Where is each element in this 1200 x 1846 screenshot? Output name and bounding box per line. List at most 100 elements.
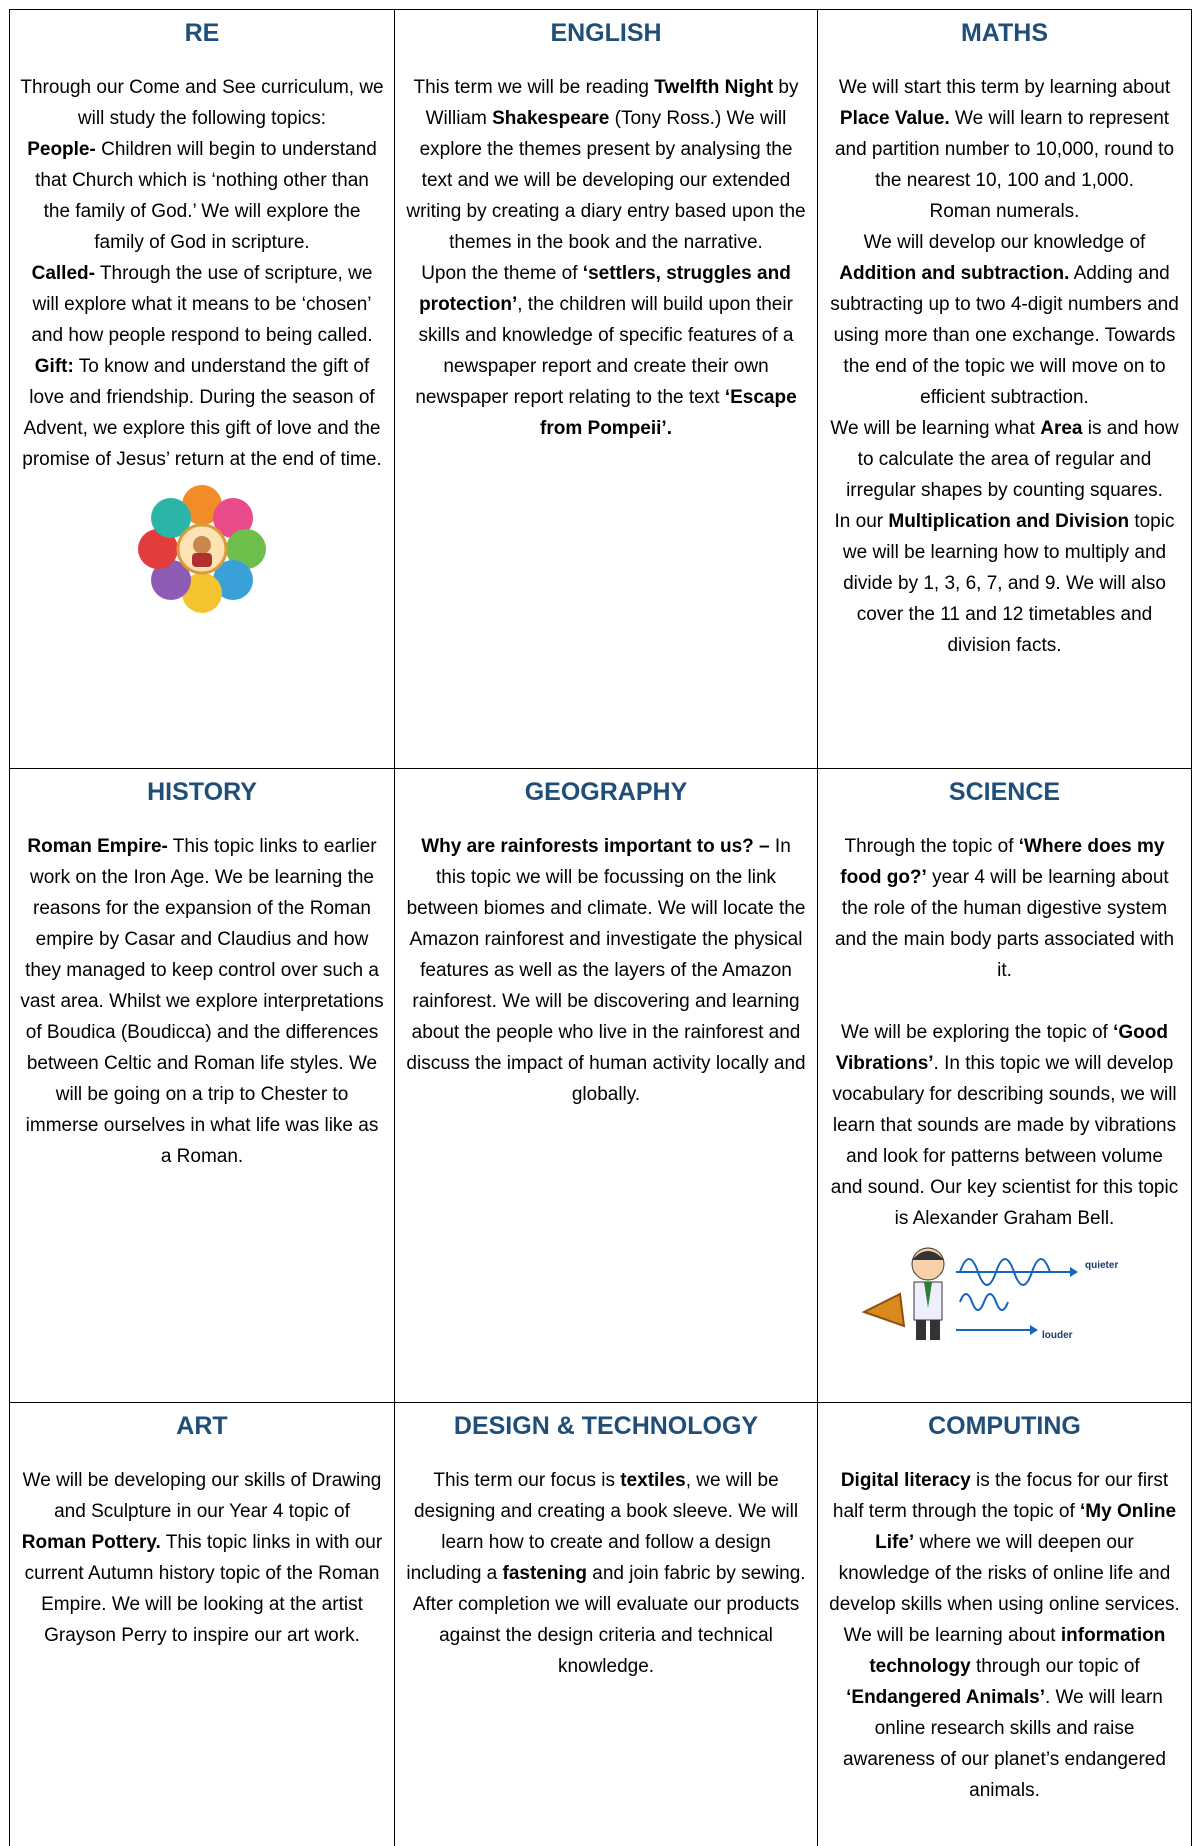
image-label: louder [1042, 1330, 1073, 1341]
text: Through the use of scripture, we will ex… [31, 263, 373, 346]
paragraph: Through the topic of ‘Where does my food… [828, 831, 1181, 986]
paragraph: Roman numerals. [828, 196, 1181, 227]
subject-title: RE [184, 19, 220, 47]
text: by William [425, 77, 799, 129]
flower [138, 485, 266, 613]
grid-row: ART We will be developing our skills of D… [9, 1402, 1192, 1846]
image-label: quieter [1085, 1260, 1118, 1271]
text: Children will begin to understand that C… [35, 139, 377, 253]
text: We will be learning about [843, 1625, 1061, 1646]
bold-text: Called- [31, 263, 95, 284]
paragraph: Digital literacy is the focus for our fi… [828, 1465, 1181, 1620]
text: topic we will be learning how to multipl… [842, 511, 1175, 656]
text: is the focus for our first half term thr… [832, 1470, 1169, 1522]
bold-text: Addition and subtraction. [839, 263, 1070, 284]
science-image: quieter louder [860, 1247, 1118, 1341]
text: Adding and subtracting up to two 4-digit… [830, 263, 1179, 408]
bold-text: fastening [502, 1563, 587, 1584]
subject-title: HISTORY [147, 778, 257, 806]
paragraph: We will start this term by learning abou… [828, 72, 1181, 196]
quiet-wave [958, 1258, 1051, 1286]
text: We will start this term by learning abou… [838, 77, 1171, 98]
bold-text: textiles [620, 1470, 686, 1491]
text: We will develop our knowledge of [863, 232, 1146, 253]
paragraph: Why are rainforests important to us? – I… [405, 831, 807, 1110]
subject-cell: HISTORY Roman Empire- This topic links to… [9, 769, 394, 1402]
bold-text: ‘Where does my food go?’ [840, 836, 1165, 888]
bold-text: ‘Good Vibrations’ [835, 1022, 1168, 1074]
bold-text: Digital literacy [840, 1470, 971, 1491]
bold-text: Multiplication and Division [888, 511, 1130, 532]
paragraph: This term our focus is textiles, we will… [405, 1465, 807, 1682]
subject-cell: ENGLISH This term we will be reading Twel… [394, 10, 817, 768]
text: year 4 will be learning about the role o… [834, 867, 1175, 981]
text: . In this topic we will develop vocabula… [830, 1053, 1179, 1229]
bold-text: ‘Endangered Animals’ [846, 1687, 1045, 1708]
subject-title: ART [176, 1412, 228, 1440]
text: , we will be designing and creating a bo… [406, 1470, 799, 1584]
bold-text: Why are rainforests important to us? – [421, 836, 770, 857]
paragraph: We will develop our knowledge of Additio… [828, 227, 1181, 413]
text: To know and understand the gift of love … [22, 356, 382, 470]
text: Roman numerals. [929, 201, 1080, 222]
text: This term we will be reading [413, 77, 655, 98]
subject-cell: COMPUTING Digital literacy is the focus f… [817, 1403, 1192, 1846]
paragraph: Upon the theme of ‘settlers, struggles a… [405, 258, 807, 444]
bold-text: Shakespeare [492, 108, 610, 129]
paragraph: Roman Empire- This topic links to earlie… [20, 831, 384, 1172]
paragraph: This term we will be reading Twelfth Nig… [405, 72, 807, 258]
text: Upon the theme of [421, 263, 583, 284]
bold-text: People- [27, 139, 96, 160]
text: is and how to calculate the area of regu… [846, 418, 1179, 501]
bold-text: ‘settlers, struggles and protection’ [419, 263, 791, 315]
text: Through our Come and See curriculum, we … [20, 77, 384, 129]
loud-wave [958, 1293, 1009, 1311]
text: where we will deepen our knowledge of th… [829, 1532, 1180, 1615]
bold-text: Place Value. [839, 108, 950, 129]
paragraph: Gift: To know and understand the gift of… [20, 351, 384, 475]
subject-title: MATHS [960, 19, 1049, 47]
text: and join fabric by sewing. After complet… [412, 1563, 806, 1677]
text: (Tony Ross.) We will explore the themes … [406, 108, 806, 253]
paragraph: Called- Through the use of scripture, we… [20, 258, 384, 351]
bold-text: Roman Empire- [27, 836, 168, 857]
subject-cell: SCIENCE Through the topic of ‘Where does … [817, 769, 1192, 1402]
bold-text: information technology [869, 1625, 1166, 1677]
paragraph: We will be developing our skills of Draw… [20, 1465, 384, 1651]
curriculum-grid: RE Through our Come and See curriculum, w… [9, 9, 1192, 1846]
subject-title: COMPUTING [928, 1412, 1081, 1440]
subject-cell: MATHS We will start this term by learning… [817, 10, 1192, 768]
bold-text: Roman Pottery. [21, 1532, 161, 1553]
text: This topic links to earlier work on the … [20, 836, 384, 1167]
text: We will be learning what [830, 418, 1041, 439]
text: This term our focus is [433, 1470, 621, 1491]
text: Through the topic of [844, 836, 1019, 857]
paragraph: We will be exploring the topic of ‘Good … [828, 1017, 1181, 1234]
bell [860, 1292, 905, 1328]
paragraph: Through our Come and See curriculum, we … [20, 72, 384, 134]
text: . We will learn online research skills a… [843, 1687, 1166, 1801]
bold-text: Area [1040, 418, 1083, 439]
text: We will be exploring the topic of [840, 1022, 1114, 1043]
text: We will learn to represent and partition… [834, 108, 1175, 191]
subject-title: DESIGN & TECHNOLOGY [453, 1412, 759, 1440]
subject-cell: ART We will be developing our skills of D… [9, 1403, 394, 1846]
subject-cell: RE Through our Come and See curriculum, w… [9, 10, 394, 768]
paragraph: In our Multiplication and Division topic… [828, 506, 1181, 661]
text: through our topic of [970, 1656, 1140, 1677]
text: In our [834, 511, 889, 532]
bold-text: ‘Escape from Pompeii’. [540, 387, 797, 439]
re-image [138, 485, 266, 613]
subject-title: SCIENCE [948, 778, 1061, 806]
paragraph: We will be learning what Area is and how… [828, 413, 1181, 506]
bold-text: ‘My Online Life’ [875, 1501, 1177, 1553]
subject-cell: GEOGRAPHY Why are rainforests important t… [394, 769, 817, 1402]
subject-title: GEOGRAPHY [524, 778, 688, 806]
text: In this topic we will be focussing on th… [406, 836, 806, 1105]
grid-row: HISTORY Roman Empire- This topic links to… [9, 768, 1192, 1402]
subject-title: ENGLISH [550, 19, 662, 47]
paragraph: People- Children will begin to understan… [20, 134, 384, 258]
bold-text: Gift: [34, 356, 74, 377]
text: We will be developing our skills of Draw… [22, 1470, 382, 1522]
